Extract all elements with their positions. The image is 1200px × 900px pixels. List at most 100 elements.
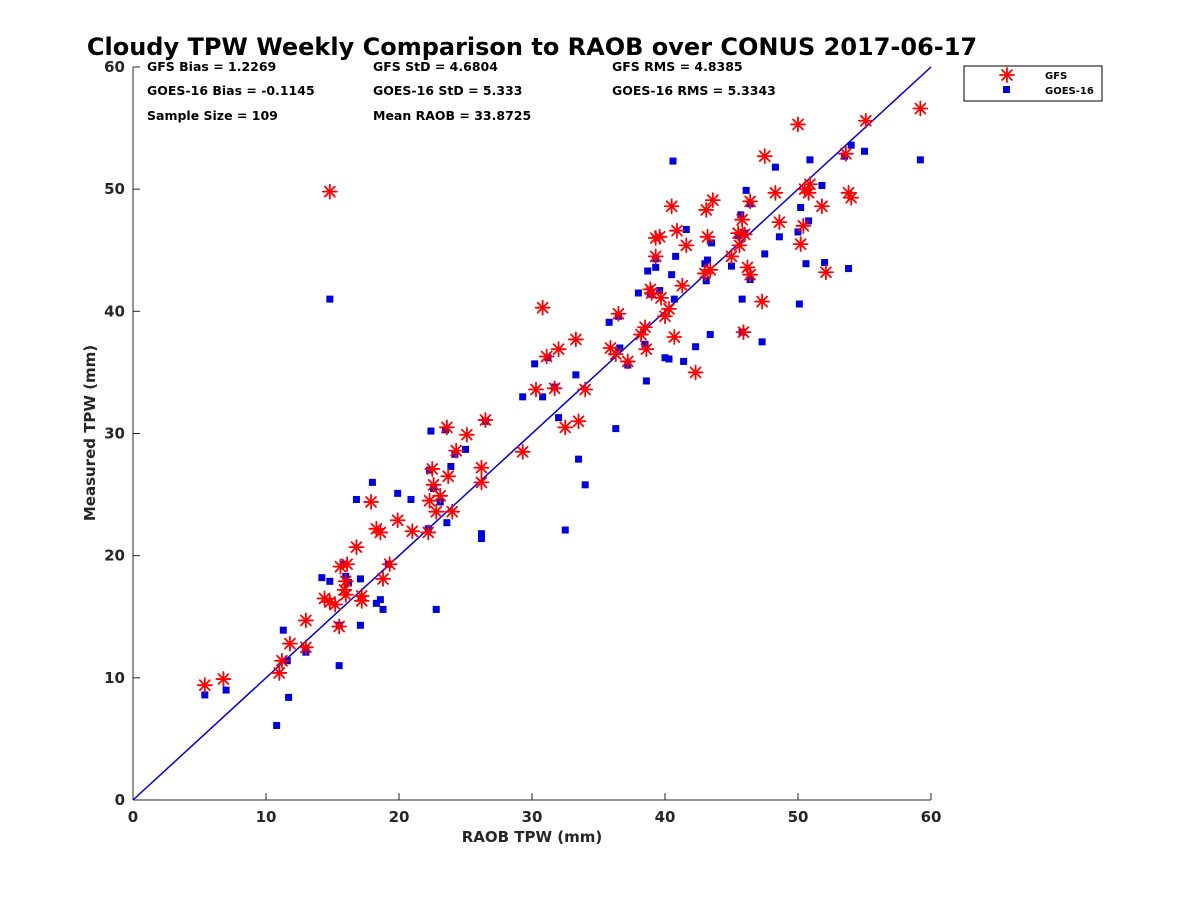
goes16-point [561,526,569,534]
goes16-point [447,462,455,470]
goes16-point [462,445,469,453]
goes16-point [222,686,230,694]
gfs-point [477,412,494,428]
gfs-point [375,570,391,587]
gfs-point [458,426,475,443]
gfs-point [771,214,788,231]
goes16-point [572,371,580,379]
goes16-point [394,489,402,497]
gfs-point [802,176,818,193]
goes16-point [575,455,583,463]
gfs-point [546,380,563,397]
goes16-point [273,721,281,729]
goes16-point [539,393,547,401]
goes16-point [682,225,690,233]
gfs-point [647,248,664,265]
gfs-point [912,100,929,117]
gfs-point [661,300,677,317]
gfs-point [271,665,288,681]
gfs-point [538,348,555,365]
gfs-point [837,145,854,162]
chart-title: Cloudy TPW Weekly Comparison to RAOB ove… [87,33,977,61]
goes16-point [806,156,814,164]
goes16-point [612,425,620,433]
gfs-point [756,148,773,165]
gfs-std-text: GFS StD = 4.6804 [373,59,498,74]
goes16-point [794,228,802,236]
goes16-point [742,186,750,194]
gfs-point [327,596,344,613]
y-axis-label: Measured TPW (mm) [81,345,99,521]
goes16-point [706,331,714,339]
gfs-point [567,331,584,348]
gfs-point [657,308,673,325]
goes16-point [704,256,712,264]
gfs-point [473,459,490,476]
gfs-point [440,468,457,485]
gfs-point [321,183,338,200]
gfs-point [702,261,719,278]
gfs-point [742,266,759,283]
x-tick-label: 60 [921,808,942,826]
axis-ticks: 0 10 20 30 40 50 60 0 10 20 30 40 50 60 [104,58,941,826]
goes16-point [672,252,680,260]
gfs-point [353,588,370,604]
legend-goes16-label: GOES-16 [1045,86,1094,97]
goes16-series [201,141,924,729]
goes16-point [761,250,769,258]
plot-area: 0 10 20 30 40 50 60 0 10 20 30 40 50 60 [104,58,941,826]
gfs-point [742,193,759,210]
gfs-point [528,381,544,398]
goes16-point [771,163,779,171]
gfs-point [610,305,627,322]
gfs-point [699,228,716,245]
goes16-point [818,182,826,190]
goes16-point [326,577,334,585]
goes16-point [758,338,766,346]
goes16-point [326,295,334,303]
x-tick-label: 20 [389,808,410,826]
goes16-rms-text: GOES-16 RMS = 5.3343 [612,83,776,98]
gfs-point [550,341,567,358]
gfs-point [514,443,531,460]
goes16-point [285,693,293,701]
gfs-rms-text: GFS RMS = 4.8385 [612,59,743,74]
y-tick-label: 60 [104,58,125,76]
goes16-point [916,156,924,164]
mean-raob-text: Mean RAOB = 33.8725 [373,108,531,123]
gfs-point [633,326,649,343]
goes16-point [427,427,435,435]
x-axis-label: RAOB TPW (mm) [462,828,603,846]
gfs-point [421,492,438,509]
gfs-point [297,639,314,656]
goes16-point [451,450,459,458]
goes16-point [634,289,642,297]
goes16-point [708,239,716,247]
goes16-point [616,344,624,352]
goes16-point [426,466,434,474]
goes16-point [605,318,613,326]
gfs-point [297,612,314,629]
goes16-point [641,340,649,348]
gfs-point [735,324,752,341]
gfs-point [687,364,704,381]
legend-gfs-asterisk [999,67,1015,83]
goes16-point [680,357,688,365]
goes16-point [477,530,485,538]
gfs-point [473,474,490,491]
goes16-point [797,203,805,211]
goes16-point [356,621,364,629]
goes16-point [861,147,868,155]
goes16-point [642,377,650,385]
goes16-point [432,605,440,613]
goes16-point [702,277,710,285]
one-to-one-reference-line [132,66,932,801]
goes16-point [368,478,376,486]
goes16-point [775,233,783,241]
gfs-point [363,494,379,510]
gfs-point [389,512,406,529]
gfs-point [754,293,770,310]
gfs-point [420,524,437,541]
legend-goes16-marker [1003,86,1010,93]
goes16-point [728,262,735,270]
